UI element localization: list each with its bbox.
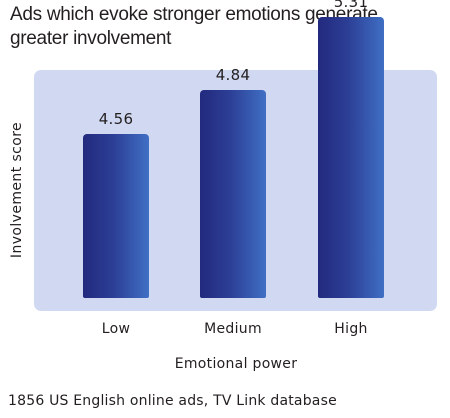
bar-medium <box>200 90 266 298</box>
bar-value-label: 5.31 <box>333 0 369 11</box>
chart-title: Ads which evoke stronger emotions genera… <box>10 4 378 49</box>
y-axis-label: Involvement score <box>9 121 25 259</box>
footnote: 1856 US English online ads, TV Link data… <box>8 393 337 409</box>
x-tick-label: Low <box>101 321 131 337</box>
bar-low <box>83 134 149 298</box>
x-axis-label: Emotional power <box>174 356 298 372</box>
x-tick-label: Medium <box>204 321 262 337</box>
bar-high <box>318 17 384 298</box>
bar-value-label: 4.56 <box>98 110 134 128</box>
x-tick-label: High <box>334 321 368 337</box>
bar-value-label: 4.84 <box>215 66 251 84</box>
